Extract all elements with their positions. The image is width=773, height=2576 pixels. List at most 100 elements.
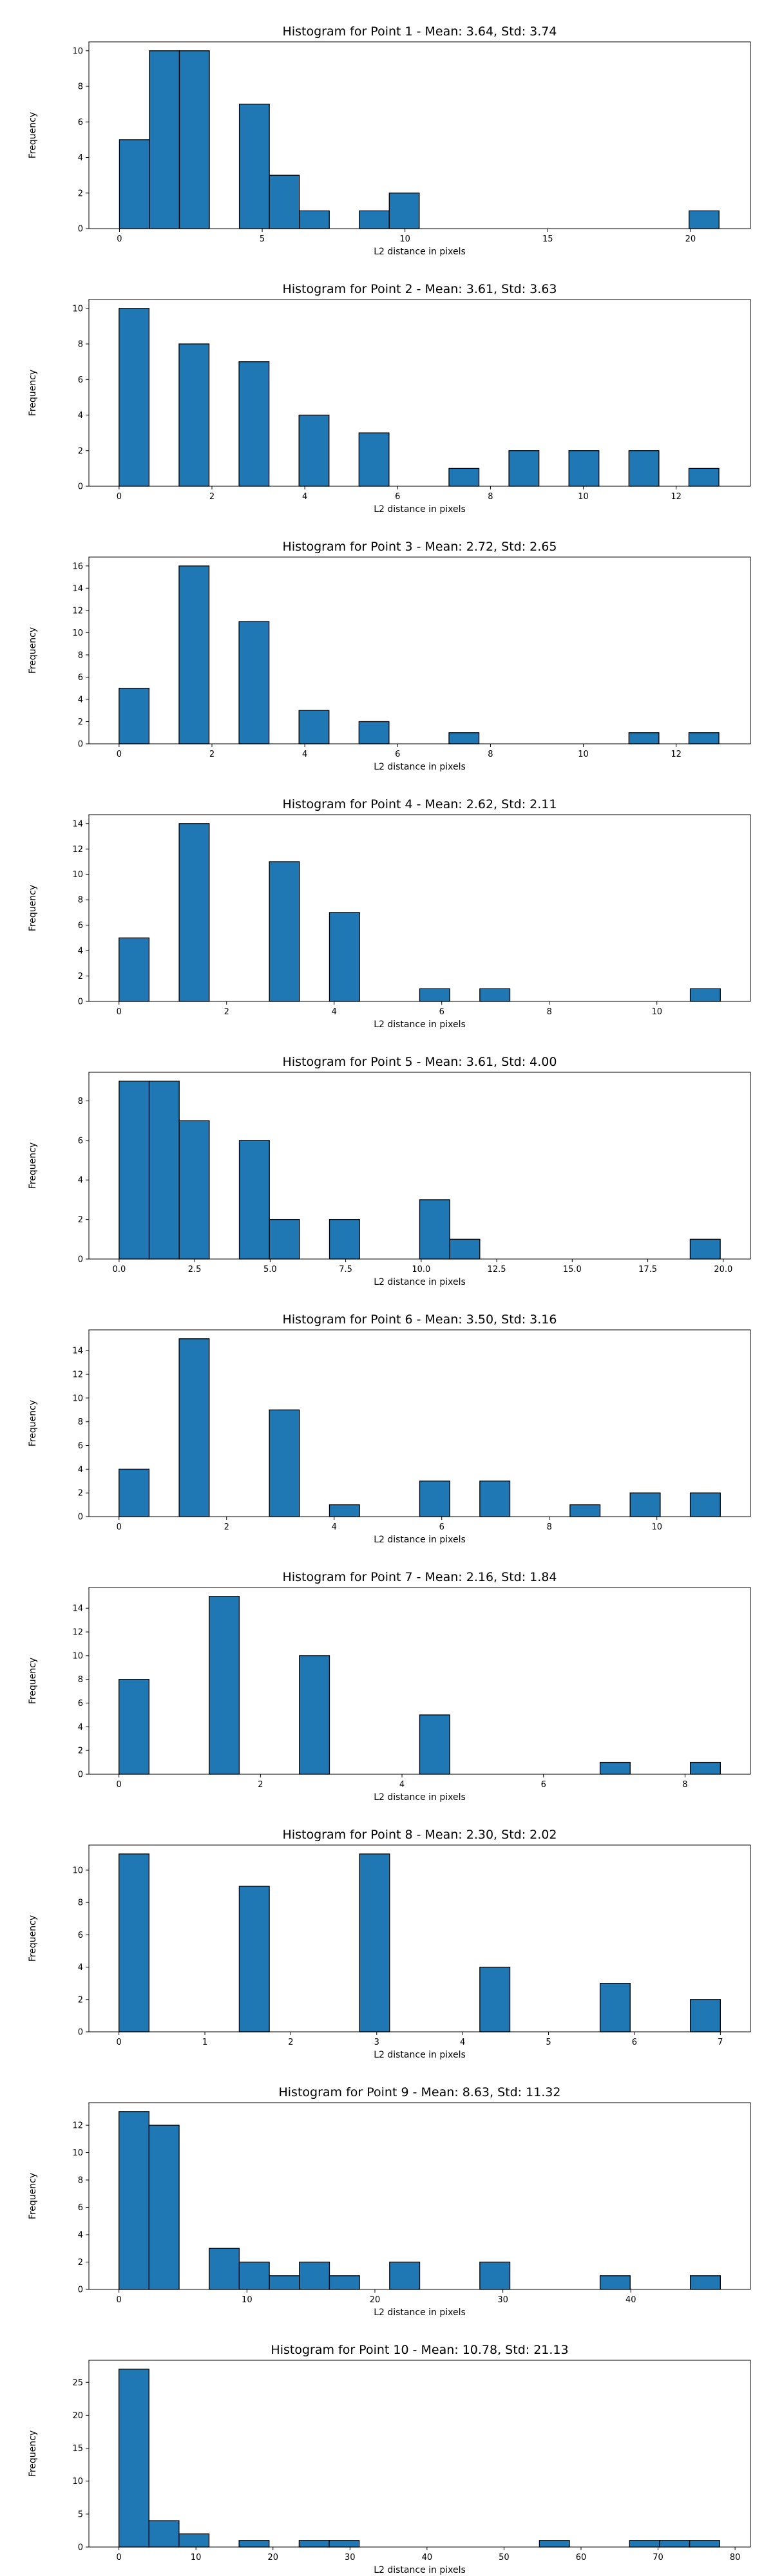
y-axis-label: Frequency (28, 370, 38, 416)
y-axis-label: Frequency (28, 1915, 38, 1962)
axes-frame (88, 1844, 751, 2032)
x-tick-label: 2 (224, 1007, 229, 1017)
x-axis-label: L2 distance in pixels (374, 2565, 466, 2575)
histogram-bar (568, 450, 600, 487)
y-tick-label: 4 (78, 1176, 83, 1186)
histogram-bar (689, 2275, 721, 2290)
y-tick-label: 8 (78, 1899, 83, 1908)
histogram-bar (209, 1596, 240, 1775)
histogram-bar (419, 1481, 450, 1517)
x-tick-label: 60 (576, 2553, 587, 2562)
histogram-bar (269, 1409, 300, 1517)
x-tick-label: 10 (399, 234, 410, 244)
histogram-bar (209, 2248, 240, 2290)
y-tick-label: 6 (78, 375, 83, 385)
x-tick-label: 10 (578, 492, 589, 502)
x-axis-label: L2 distance in pixels (374, 762, 466, 772)
x-tick-label: 6 (632, 2038, 637, 2047)
y-axis-label: Frequency (28, 1658, 38, 1704)
x-tick-label: 0 (117, 492, 122, 502)
x-axis-label: L2 distance in pixels (374, 1277, 466, 1287)
x-tick-label: 2 (258, 1780, 263, 1790)
histogram-bar (148, 2520, 180, 2548)
x-tick-label: 6 (395, 750, 400, 759)
y-tick-label: 8 (78, 1097, 83, 1106)
y-tick-label: 4 (78, 153, 83, 163)
histogram-bar (119, 1679, 150, 1775)
x-tick-label: 12 (671, 492, 682, 502)
y-tick-label: 10 (72, 46, 83, 56)
y-tick-label: 20 (72, 2411, 83, 2421)
histogram-bar (299, 210, 330, 229)
y-axis-label: Frequency (28, 885, 38, 931)
y-tick-label: 4 (78, 695, 83, 705)
histogram-bar (628, 732, 660, 744)
histogram-bar (238, 1140, 270, 1260)
x-tick-label: 5 (546, 2038, 551, 2047)
histogram-bar (299, 2261, 330, 2290)
y-tick-label: 0 (78, 740, 83, 750)
histogram-bar (119, 1853, 150, 2032)
histogram-bar (269, 175, 300, 229)
histogram-bar (358, 721, 390, 744)
x-tick-label: 4 (332, 1522, 337, 1532)
histogram-bar (689, 210, 720, 229)
y-tick-label: 2 (78, 446, 83, 456)
histogram-bar (238, 1886, 270, 2032)
y-tick-label: 8 (78, 1417, 83, 1427)
histogram-bar (688, 468, 720, 487)
chart-title: Histogram for Point 6 - Mean: 3.50, Std:… (283, 1312, 557, 1327)
y-tick-label: 0 (78, 2028, 83, 2038)
y-tick-label: 14 (72, 1347, 83, 1356)
x-tick-label: 10 (578, 750, 589, 759)
chart-title: Histogram for Point 3 - Mean: 2.72, Std:… (283, 540, 557, 554)
x-axis-label: L2 distance in pixels (374, 504, 466, 515)
y-tick-label: 0 (78, 1770, 83, 1780)
y-tick-label: 14 (72, 584, 83, 594)
y-tick-label: 5 (78, 2510, 83, 2519)
y-tick-label: 8 (78, 340, 83, 350)
x-tick-label: 6 (541, 1780, 546, 1790)
y-tick-label: 10 (72, 2477, 83, 2486)
x-tick-label: 20.0 (714, 1265, 732, 1274)
y-tick-label: 8 (78, 896, 83, 905)
histogram-bar (119, 2111, 150, 2290)
histogram-bar (178, 1120, 210, 1260)
histogram-bar (329, 1504, 360, 1517)
axes-frame (88, 299, 751, 487)
y-tick-label: 6 (78, 1136, 83, 1146)
histogram-bar (419, 988, 450, 1002)
y-tick-label: 0 (78, 1255, 83, 1265)
y-axis-label: Frequency (28, 1400, 38, 1446)
axes-frame (88, 556, 751, 744)
histogram-bar (479, 1481, 511, 1517)
histogram-bar (119, 937, 150, 1002)
y-tick-label: 4 (78, 1723, 83, 1732)
histogram-bar (118, 2369, 149, 2548)
axes-frame (88, 2102, 751, 2290)
y-tick-label: 10 (72, 629, 83, 638)
histogram-bar (148, 1081, 180, 1260)
y-tick-label: 6 (78, 1699, 83, 1709)
y-tick-label: 4 (78, 1963, 83, 1973)
y-axis-label: Frequency (28, 2173, 38, 2219)
x-tick-label: 4 (460, 2038, 465, 2047)
histogram-bar (178, 823, 210, 1002)
axes-frame (88, 2360, 751, 2548)
histogram-bar (479, 1966, 511, 2032)
histogram-bar (659, 2540, 691, 2548)
x-tick-label: 15 (542, 234, 553, 244)
x-tick-label: 20 (267, 2553, 278, 2562)
histogram-bar (329, 2540, 360, 2548)
y-tick-label: 0 (78, 2543, 83, 2553)
histogram-bar (448, 732, 480, 744)
histogram-bar (479, 2261, 511, 2290)
histogram-bar (689, 1238, 721, 1260)
y-tick-label: 6 (78, 118, 83, 128)
histogram-bar (569, 1504, 601, 1517)
x-tick-label: 5.0 (263, 1265, 277, 1274)
x-tick-label: 0 (117, 750, 122, 759)
y-tick-label: 4 (78, 1465, 83, 1475)
y-axis-label: Frequency (28, 2430, 38, 2477)
